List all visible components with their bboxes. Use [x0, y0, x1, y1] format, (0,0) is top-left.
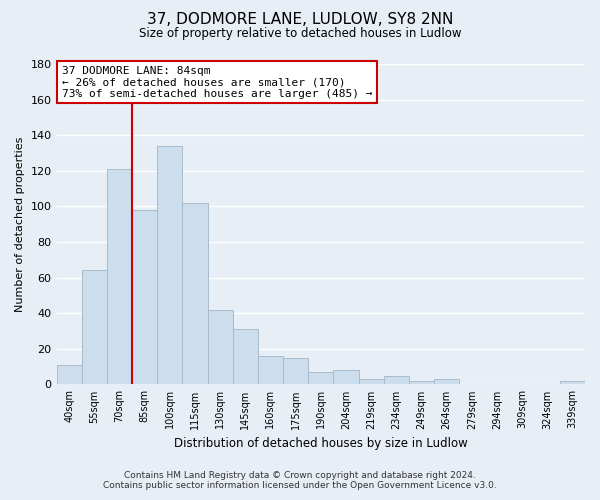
Bar — [82, 270, 107, 384]
Bar — [107, 169, 132, 384]
Bar — [233, 329, 258, 384]
Bar — [334, 370, 359, 384]
Bar — [56, 365, 82, 384]
Bar — [208, 310, 233, 384]
Text: Size of property relative to detached houses in Ludlow: Size of property relative to detached ho… — [139, 28, 461, 40]
Bar — [182, 203, 208, 384]
Bar — [409, 381, 434, 384]
Bar — [308, 372, 334, 384]
Text: Contains HM Land Registry data © Crown copyright and database right 2024.
Contai: Contains HM Land Registry data © Crown c… — [103, 470, 497, 490]
Bar — [434, 379, 459, 384]
X-axis label: Distribution of detached houses by size in Ludlow: Distribution of detached houses by size … — [174, 437, 467, 450]
Y-axis label: Number of detached properties: Number of detached properties — [15, 136, 25, 312]
Text: 37 DODMORE LANE: 84sqm
← 26% of detached houses are smaller (170)
73% of semi-de: 37 DODMORE LANE: 84sqm ← 26% of detached… — [62, 66, 373, 99]
Bar — [283, 358, 308, 384]
Bar — [383, 376, 409, 384]
Text: 37, DODMORE LANE, LUDLOW, SY8 2NN: 37, DODMORE LANE, LUDLOW, SY8 2NN — [147, 12, 453, 28]
Bar — [132, 210, 157, 384]
Bar — [157, 146, 182, 384]
Bar — [560, 381, 585, 384]
Bar — [359, 379, 383, 384]
Bar — [258, 356, 283, 384]
